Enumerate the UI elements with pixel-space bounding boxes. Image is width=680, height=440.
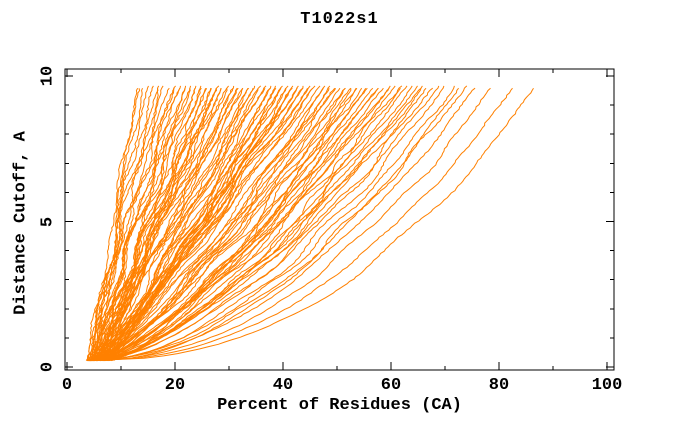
model-curve: [106, 85, 403, 362]
model-curve: [88, 87, 244, 361]
model-curve: [87, 87, 346, 362]
model-curve: [111, 88, 234, 361]
x-tick-label: 100: [591, 376, 623, 395]
model-curve: [109, 88, 207, 361]
model-curve: [100, 85, 445, 362]
model-curve: [105, 87, 390, 362]
model-curve: [97, 87, 379, 362]
model-curve: [99, 87, 202, 361]
model-curve: [98, 87, 282, 361]
model-curve: [93, 88, 141, 361]
model-curve: [94, 87, 292, 362]
x-axis-label: Percent of Residues (CA): [217, 396, 462, 415]
model-curve: [108, 87, 358, 362]
model-curve: [88, 87, 534, 362]
model-curve: [92, 87, 337, 362]
model-curve: [91, 87, 175, 361]
x-tick-label: 20: [164, 376, 186, 395]
model-curve: [112, 85, 202, 361]
model-curve: [89, 87, 422, 362]
model-curve: [102, 88, 218, 361]
x-tick-label: 80: [488, 376, 510, 395]
y-tick-label: 10: [38, 65, 58, 87]
model-curve: [99, 87, 313, 362]
model-curve: [108, 85, 220, 361]
x-tick-label: 0: [61, 376, 73, 395]
model-curve: [100, 85, 181, 361]
model-curve: [105, 88, 212, 361]
y-axis-label: Distance Cutoff, A: [11, 131, 31, 315]
model-curve: [92, 85, 468, 362]
model-curve: [92, 85, 192, 361]
model-curve: [110, 88, 352, 362]
chart-title: T1022s1: [300, 10, 379, 29]
model-curve: [93, 87, 491, 362]
x-tick-label: 60: [380, 376, 402, 395]
model-curve: [110, 88, 186, 361]
model-curve: [90, 87, 239, 361]
model-curve: [107, 88, 159, 361]
model-curve: [88, 85, 160, 361]
model-curve: [90, 88, 330, 362]
curve-lines: [85, 85, 534, 362]
model-curve: [91, 87, 352, 362]
model-curve: [92, 85, 423, 362]
model-curve: [102, 87, 459, 362]
model-curve: [103, 88, 259, 361]
model-curve: [113, 85, 272, 361]
model-curve: [96, 85, 455, 362]
y-tick-label: 0: [38, 361, 58, 373]
y-tick-label: 5: [38, 216, 58, 227]
model-curve: [99, 88, 143, 361]
model-curve: [89, 87, 476, 362]
model-curve: [98, 88, 222, 361]
model-curve: [96, 87, 324, 362]
axes-frame: [64, 68, 615, 371]
model-curve: [90, 87, 228, 361]
x-tick-label: 40: [272, 376, 294, 395]
model-curve: [90, 87, 513, 362]
model-curve: [86, 85, 164, 361]
model-curve: [101, 87, 374, 362]
model-curve: [96, 87, 434, 362]
